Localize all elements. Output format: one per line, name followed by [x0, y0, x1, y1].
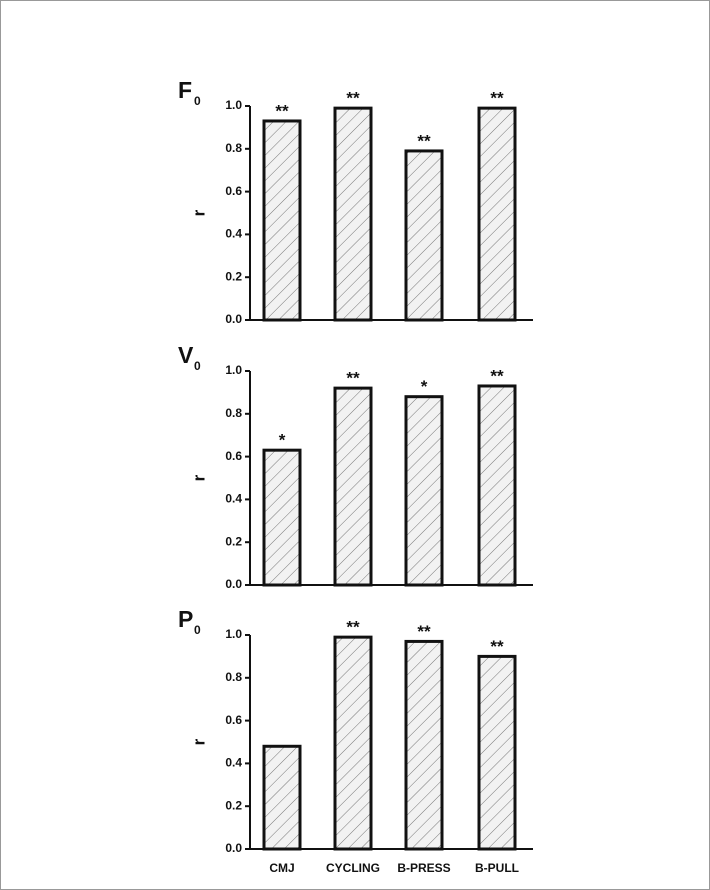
y-tick-label: 0.4 — [225, 492, 242, 506]
panel-title: V — [178, 342, 194, 368]
y-axis-label: r — [189, 738, 208, 745]
significance-marker: ** — [417, 622, 431, 641]
significance-marker: ** — [490, 366, 504, 385]
significance-marker: * — [421, 377, 428, 396]
x-tick-label: CMJ — [269, 861, 294, 875]
y-tick-label: 0.8 — [225, 670, 242, 684]
y-axis-label: r — [189, 209, 208, 216]
x-tick-label: CYCLING — [326, 861, 380, 875]
y-tick-label: 1.0 — [225, 98, 242, 112]
y-tick-label: 0.2 — [225, 798, 242, 812]
y-tick-label: 0.4 — [225, 756, 242, 770]
bar — [477, 654, 517, 851]
y-tick-label: 0.4 — [225, 227, 242, 241]
y-tick-label: 0.0 — [225, 312, 242, 326]
bar — [262, 744, 302, 851]
y-tick-label: 0.8 — [225, 141, 242, 155]
y-tick-label: 0.6 — [225, 184, 242, 198]
bar — [333, 106, 373, 322]
panel-title-subscript: 0 — [194, 94, 201, 108]
y-tick-label: 1.0 — [225, 627, 242, 641]
bar — [262, 119, 302, 322]
y-axis-label: r — [189, 474, 208, 481]
panel-title-subscript: 0 — [194, 623, 201, 637]
bar — [333, 635, 373, 851]
significance-marker: ** — [490, 637, 504, 656]
y-tick-label: 0.2 — [225, 269, 242, 283]
bar — [262, 448, 302, 587]
panel-title: P — [178, 606, 193, 632]
y-tick-label: 1.0 — [225, 363, 242, 377]
x-tick-label: B-PRESS — [397, 861, 450, 875]
significance-marker: ** — [346, 369, 360, 388]
y-tick-label: 0.6 — [225, 713, 242, 727]
y-tick-label: 0.8 — [225, 406, 242, 420]
y-tick-label: 0.0 — [225, 841, 242, 855]
y-tick-label: 0.2 — [225, 534, 242, 548]
y-tick-label: 0.0 — [225, 577, 242, 591]
significance-marker: ** — [490, 89, 504, 108]
panel-title: F — [178, 77, 192, 103]
significance-marker: ** — [346, 618, 360, 637]
bar — [404, 395, 444, 587]
bar — [333, 386, 373, 587]
bar — [404, 149, 444, 322]
bar — [477, 384, 517, 587]
significance-marker: ** — [417, 131, 431, 150]
significance-marker: ** — [346, 89, 360, 108]
y-tick-label: 0.6 — [225, 449, 242, 463]
significance-marker: ** — [275, 101, 289, 120]
bar — [477, 106, 517, 322]
bar — [404, 639, 444, 851]
significance-marker: * — [279, 431, 286, 450]
x-tick-label: B-PULL — [475, 861, 519, 875]
panel-title-subscript: 0 — [194, 359, 201, 373]
